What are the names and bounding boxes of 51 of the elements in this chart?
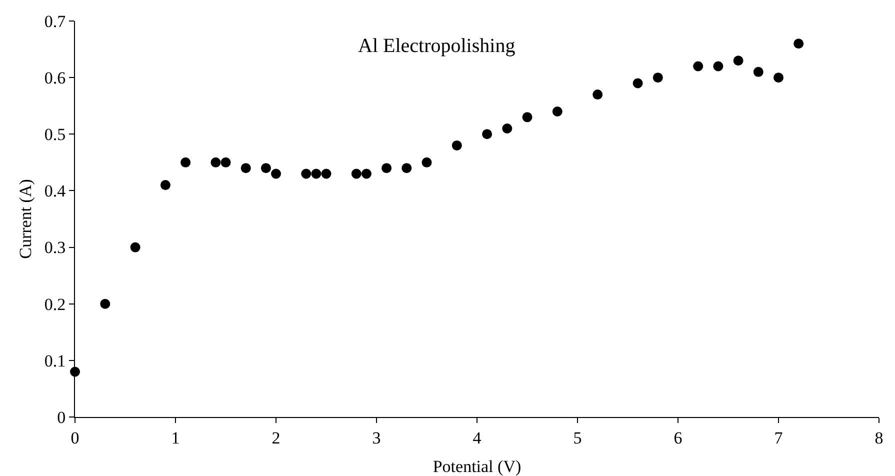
- point: [382, 163, 392, 174]
- y-tick-label: 0.7: [44, 12, 66, 31]
- point: [592, 90, 603, 100]
- point: [402, 163, 412, 174]
- point: [502, 123, 512, 134]
- point: [452, 140, 462, 150]
- point: [351, 168, 362, 179]
- y-tick-label: 0.5: [44, 125, 66, 144]
- x-tick-label: 3: [372, 428, 381, 448]
- point: [774, 72, 784, 83]
- point: [301, 168, 312, 179]
- y-tick-label: 0.1: [44, 351, 66, 370]
- point: [220, 157, 231, 168]
- point: [753, 66, 764, 77]
- y-tick-label: 0.3: [44, 238, 66, 258]
- point: [361, 168, 372, 179]
- point: [552, 106, 562, 117]
- y-tick-label: 0.6: [44, 68, 66, 88]
- point: [632, 78, 643, 88]
- point: [100, 298, 110, 309]
- point: [422, 157, 432, 168]
- point: [652, 72, 663, 83]
- point: [311, 168, 322, 179]
- point: [260, 163, 271, 174]
- x-tick-label: 7: [774, 428, 784, 448]
- y-tick-label: 0.4: [44, 182, 66, 201]
- annotation: Al Electropolishing: [358, 35, 516, 57]
- point: [210, 157, 221, 168]
- x-axis-title: Potential (V): [432, 457, 522, 476]
- y-tick-label: 0.2: [44, 294, 66, 314]
- point: [321, 168, 332, 179]
- point: [693, 61, 704, 72]
- point: [271, 168, 281, 179]
- y-axis-title: Current (A): [16, 179, 35, 259]
- point: [240, 163, 251, 174]
- x-tick-label: 6: [674, 428, 682, 448]
- point: [130, 242, 140, 252]
- point: [482, 129, 492, 140]
- y-tick-label: 0: [57, 408, 66, 427]
- x-tick-label: 1: [171, 428, 180, 448]
- point: [733, 56, 744, 66]
- point: [180, 157, 191, 168]
- x-tick-label: 0: [70, 428, 80, 448]
- point: [522, 112, 532, 122]
- x-tick-label: 8: [874, 428, 884, 448]
- point: [160, 180, 170, 190]
- x-tick-label: 4: [472, 428, 482, 448]
- x-tick-label: 5: [573, 428, 582, 448]
- point: [794, 38, 804, 49]
- x-tick-label: 2: [272, 428, 280, 448]
- point: [713, 61, 724, 72]
